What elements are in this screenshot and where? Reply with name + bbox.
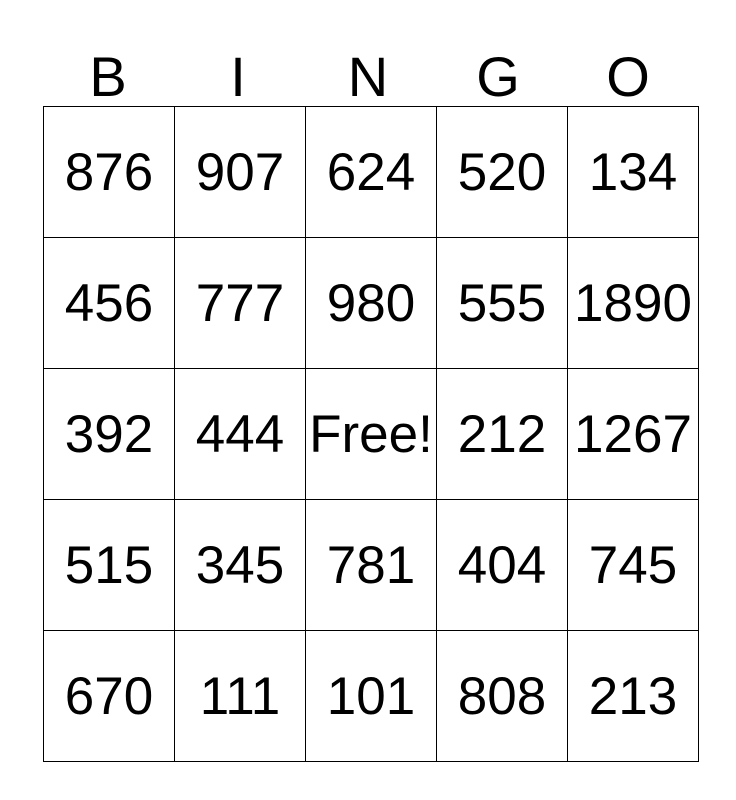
bingo-cell[interactable]: 444 [174,368,306,500]
bingo-row: 392 444 Free! 212 1267 [43,368,699,500]
header-letter-o: O [606,45,650,108]
bingo-cell[interactable]: 1890 [567,237,699,369]
bingo-cell[interactable]: 213 [567,630,699,762]
bingo-cell[interactable]: 624 [305,106,437,238]
header-letter-n: N [347,45,389,108]
bingo-cell[interactable]: 515 [43,499,175,631]
bingo-card: B I N G O 876 907 624 520 134 456 777 98… [43,0,699,762]
bingo-cell[interactable]: 520 [436,106,568,238]
bingo-cell[interactable]: 456 [43,237,175,369]
bingo-cell[interactable]: 101 [305,630,437,762]
bingo-header: B I N G O [43,0,693,106]
bingo-cell-free[interactable]: Free! [305,368,437,500]
bingo-cell[interactable]: 670 [43,630,175,762]
bingo-cell[interactable]: 1267 [567,368,699,500]
bingo-cell[interactable]: 134 [567,106,699,238]
bingo-cell[interactable]: 555 [436,237,568,369]
bingo-row: 456 777 980 555 1890 [43,237,699,369]
bingo-cell[interactable]: 392 [43,368,175,500]
bingo-cell[interactable]: 781 [305,499,437,631]
bingo-cell[interactable]: 907 [174,106,306,238]
bingo-row: 876 907 624 520 134 [43,106,699,238]
bingo-row: 515 345 781 404 745 [43,499,699,631]
bingo-cell[interactable]: 876 [43,106,175,238]
bingo-cell[interactable]: 404 [436,499,568,631]
bingo-cell[interactable]: 212 [436,368,568,500]
bingo-cell[interactable]: 980 [305,237,437,369]
header-letter-b: B [89,45,127,108]
bingo-cell[interactable]: 777 [174,237,306,369]
bingo-cell[interactable]: 808 [436,630,568,762]
bingo-grid: 876 907 624 520 134 456 777 980 555 1890… [43,106,699,762]
bingo-cell[interactable]: 745 [567,499,699,631]
header-letter-i: I [230,45,246,108]
bingo-cell[interactable]: 345 [174,499,306,631]
bingo-row: 670 111 101 808 213 [43,630,699,762]
bingo-cell[interactable]: 111 [174,630,306,762]
header-letter-g: G [476,45,520,108]
